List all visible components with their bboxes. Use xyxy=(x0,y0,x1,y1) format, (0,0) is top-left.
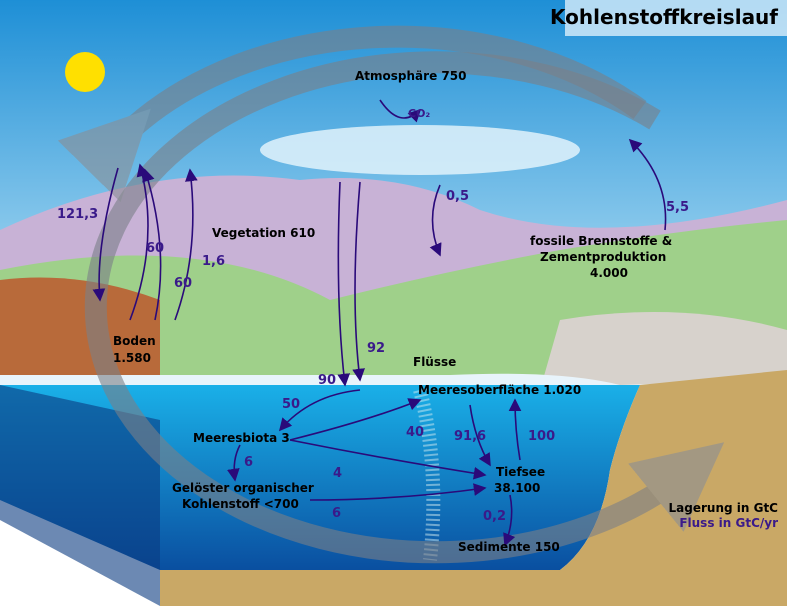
reservoir-label: Gelöster organischer xyxy=(172,481,314,495)
reservoir-label: 38.100 xyxy=(494,481,540,495)
flux-label: 40 xyxy=(406,425,424,440)
reservoir-label: 4.000 xyxy=(590,266,628,280)
flux-label: 92 xyxy=(367,341,385,356)
reservoir-label: Meeresbiota 3 xyxy=(193,431,290,445)
co2-label: CO₂ xyxy=(408,107,430,120)
reservoir-label: Kohlenstoff <700 xyxy=(182,497,299,511)
flux-label: 1,6 xyxy=(202,254,225,269)
reservoir-label: Tiefsee xyxy=(496,465,545,479)
reservoir-label: Atmosphäre 750 xyxy=(355,69,466,83)
legend-storage: Lagerung in GtC xyxy=(669,501,779,515)
reservoir-label: Zementproduktion xyxy=(540,250,666,264)
reservoir-label: Boden xyxy=(113,334,156,348)
carbon-cycle-diagram: Kohlenstoffkreislauf CO₂ Atmosphäre 750 … xyxy=(0,0,787,606)
flux-label: 0,5 xyxy=(446,189,469,204)
legend-flux: Fluss in GtC/yr xyxy=(679,516,778,530)
flux-label: 50 xyxy=(282,397,300,412)
flux-label: 100 xyxy=(528,429,555,444)
background xyxy=(0,0,787,606)
flux-label: 5,5 xyxy=(666,200,689,215)
flux-label: 4 xyxy=(333,466,342,481)
reservoir-label: Flüsse xyxy=(413,355,456,369)
flux-label: 90 xyxy=(318,373,336,388)
reservoir-label: fossile Brennstoffe & xyxy=(530,234,672,248)
legend: Lagerung in GtC Fluss in GtC/yr xyxy=(669,501,779,530)
reservoir-label: 1.580 xyxy=(113,351,151,365)
reservoir-label: Vegetation 610 xyxy=(212,226,315,240)
flux-label: 60 xyxy=(174,276,192,291)
flux-label: 91,6 xyxy=(454,429,486,444)
flux-label: 6 xyxy=(244,455,253,470)
flux-label: 6 xyxy=(332,506,341,521)
reservoir-label: Sedimente 150 xyxy=(458,540,560,554)
flux-label: 121,3 xyxy=(57,207,98,222)
title: Kohlenstoffkreislauf xyxy=(550,5,778,29)
flux-label: 60 xyxy=(146,241,164,256)
reservoir-label: Meeresoberfläche 1.020 xyxy=(418,383,581,397)
flux-label: 0,2 xyxy=(483,509,506,524)
